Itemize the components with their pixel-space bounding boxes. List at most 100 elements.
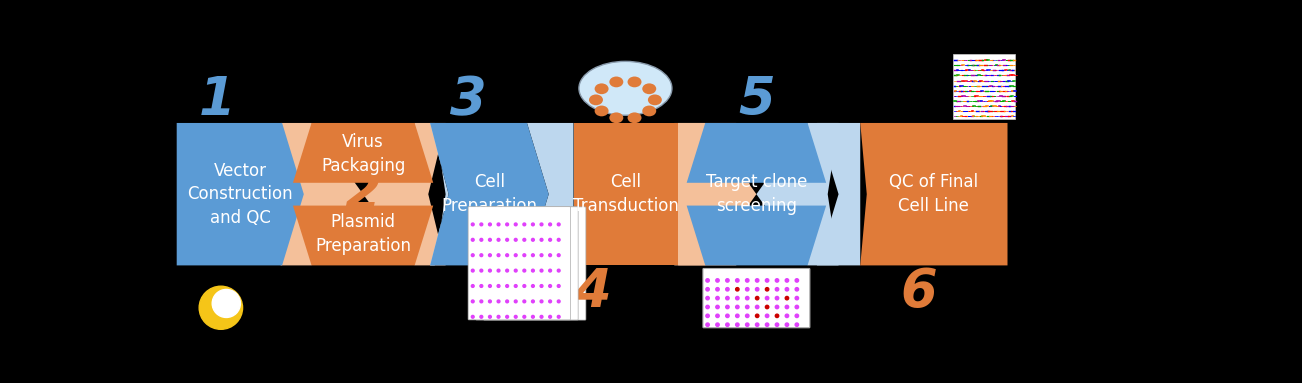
Circle shape <box>539 239 542 241</box>
Circle shape <box>480 223 483 226</box>
Circle shape <box>539 300 542 303</box>
Circle shape <box>513 239 517 241</box>
Ellipse shape <box>589 95 603 105</box>
Circle shape <box>785 314 789 318</box>
FancyBboxPatch shape <box>475 207 578 320</box>
Circle shape <box>548 223 551 226</box>
Circle shape <box>775 314 779 318</box>
Circle shape <box>513 316 517 318</box>
Circle shape <box>547 239 549 241</box>
Circle shape <box>746 288 749 291</box>
Circle shape <box>539 269 542 272</box>
Circle shape <box>487 285 490 288</box>
Circle shape <box>496 285 499 288</box>
Circle shape <box>766 279 768 282</box>
Circle shape <box>497 238 500 241</box>
Circle shape <box>785 323 789 326</box>
Circle shape <box>531 223 534 226</box>
Circle shape <box>488 316 491 318</box>
Circle shape <box>796 323 798 326</box>
Circle shape <box>706 296 710 300</box>
Circle shape <box>497 316 500 318</box>
Circle shape <box>488 285 491 287</box>
Circle shape <box>766 314 768 318</box>
Circle shape <box>539 254 542 257</box>
Circle shape <box>556 316 559 318</box>
Circle shape <box>521 316 523 318</box>
Circle shape <box>488 285 491 288</box>
Circle shape <box>471 285 474 287</box>
Circle shape <box>523 269 526 272</box>
Circle shape <box>496 254 499 257</box>
Text: Target clone
screening: Target clone screening <box>706 173 807 215</box>
Circle shape <box>531 254 534 257</box>
Text: 2: 2 <box>345 168 381 220</box>
Circle shape <box>556 316 560 318</box>
Circle shape <box>513 316 516 318</box>
Circle shape <box>480 254 483 257</box>
Circle shape <box>557 285 560 287</box>
Circle shape <box>548 316 551 318</box>
Polygon shape <box>527 123 573 265</box>
Circle shape <box>504 300 506 303</box>
Circle shape <box>488 239 491 241</box>
Circle shape <box>716 279 719 282</box>
Circle shape <box>471 269 474 272</box>
Polygon shape <box>678 123 736 265</box>
Circle shape <box>565 316 568 318</box>
Circle shape <box>540 223 543 226</box>
Circle shape <box>548 285 552 287</box>
Circle shape <box>513 269 516 272</box>
Ellipse shape <box>579 61 672 115</box>
Circle shape <box>706 323 710 326</box>
Circle shape <box>725 296 729 300</box>
Circle shape <box>573 254 575 257</box>
Circle shape <box>706 288 710 291</box>
Circle shape <box>706 305 710 309</box>
Circle shape <box>548 254 551 257</box>
Circle shape <box>540 254 543 257</box>
Circle shape <box>497 254 500 257</box>
Circle shape <box>746 305 749 309</box>
Circle shape <box>530 254 533 257</box>
Circle shape <box>496 300 499 303</box>
Circle shape <box>471 316 474 318</box>
Circle shape <box>513 300 517 303</box>
Polygon shape <box>816 123 861 265</box>
Circle shape <box>521 254 523 257</box>
Circle shape <box>540 238 543 241</box>
Circle shape <box>547 223 549 226</box>
Circle shape <box>522 316 525 318</box>
Circle shape <box>479 316 482 318</box>
Ellipse shape <box>648 95 661 105</box>
Circle shape <box>488 254 491 257</box>
Circle shape <box>523 254 526 257</box>
Circle shape <box>755 305 759 309</box>
Circle shape <box>504 269 506 272</box>
Circle shape <box>497 223 500 226</box>
Circle shape <box>505 223 508 226</box>
Circle shape <box>766 323 768 326</box>
Circle shape <box>531 300 534 303</box>
Text: QC of Final
Cell Line: QC of Final Cell Line <box>889 173 978 215</box>
Circle shape <box>505 269 508 272</box>
Circle shape <box>479 269 482 272</box>
Circle shape <box>471 238 474 241</box>
Circle shape <box>548 300 551 303</box>
Circle shape <box>548 239 551 241</box>
Circle shape <box>565 223 568 226</box>
Circle shape <box>716 323 719 326</box>
Circle shape <box>565 254 568 257</box>
Circle shape <box>488 254 491 257</box>
Circle shape <box>531 238 534 241</box>
Circle shape <box>716 288 719 291</box>
Circle shape <box>513 269 517 272</box>
Circle shape <box>796 279 798 282</box>
Circle shape <box>480 300 483 303</box>
Text: 3: 3 <box>450 74 487 126</box>
Circle shape <box>487 316 490 318</box>
Circle shape <box>557 238 560 241</box>
Ellipse shape <box>609 113 624 123</box>
Ellipse shape <box>595 106 608 116</box>
Circle shape <box>530 316 533 318</box>
